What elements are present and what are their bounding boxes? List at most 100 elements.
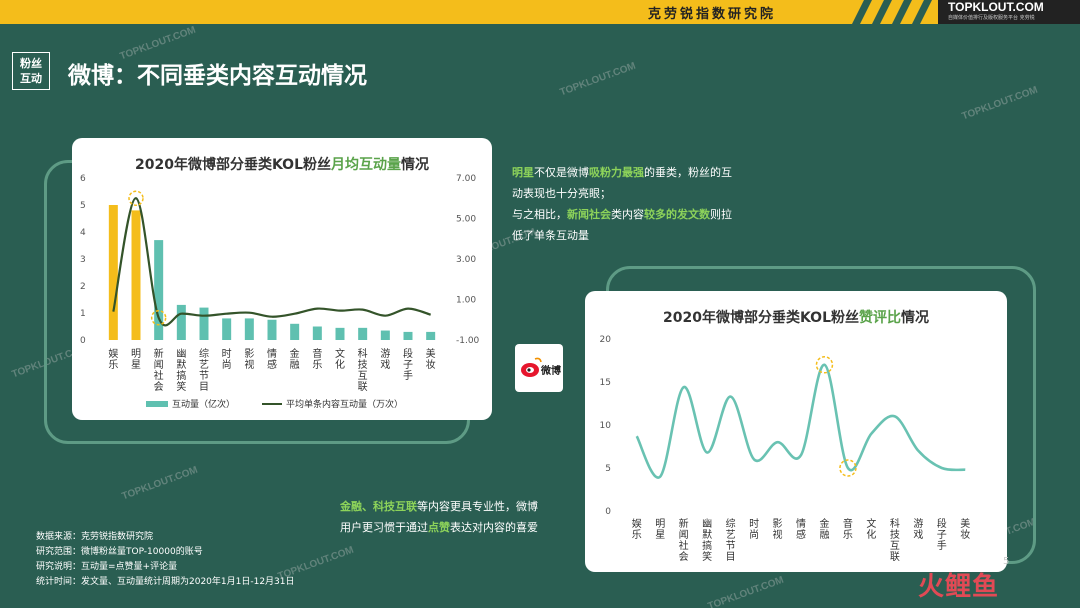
bar xyxy=(380,330,390,340)
meta-scope: 研究范围：微博粉丝量TOP-10000的账号 xyxy=(36,547,203,557)
x-tick-label: 美妆 xyxy=(960,517,970,541)
weibo-logo-text: 微博 xyxy=(540,364,561,377)
note-text: 表达对内容的喜爱 xyxy=(450,521,538,534)
x-tick-label: 音乐 xyxy=(843,517,853,541)
y-right-tick: 3.00 xyxy=(456,255,476,265)
y-tick: 0 xyxy=(605,507,611,517)
x-tick-label: 时尚 xyxy=(222,348,232,371)
note-bottom-line: 金融、科技互联等内容更具专业性，微博 xyxy=(340,496,590,517)
y-right-tick: 5.00 xyxy=(456,215,476,225)
highlight-circle xyxy=(128,190,144,206)
x-tick-label: 综艺节目 xyxy=(199,347,209,393)
y-left-tick: 1 xyxy=(80,309,86,319)
legend-bar-swatch xyxy=(146,401,168,407)
watermark: TOPKLOUT.COM xyxy=(558,60,638,99)
x-tick-label: 幽默搞笑 xyxy=(176,348,186,393)
note-bottom-line: 用户更习惯于通过点赞表达对内容的喜爱 xyxy=(340,517,590,538)
y-left-tick: 3 xyxy=(80,255,86,265)
x-tick-label: 段子手 xyxy=(937,517,947,552)
legend-line-label: 平均单条内容互动量（万次） xyxy=(286,398,403,410)
page-number: 5 xyxy=(1003,556,1010,567)
meta-info: 数据来源：克劳锐指数研究院 研究范围：微博粉丝量TOP-10000的账号 研究说… xyxy=(36,530,295,590)
org-name: 克劳锐指数研究院 xyxy=(648,7,777,22)
note-top-line: 低了单条互动量 xyxy=(512,225,782,246)
y-tick: 10 xyxy=(600,421,612,431)
left-chart-title: 2020年微博部分垂类KOL粉丝月均互动量情况 xyxy=(72,154,492,174)
page-title: 微博：不同垂类内容互动情况 xyxy=(68,63,367,89)
x-tick-label: 科技互联 xyxy=(358,347,368,393)
note-top-line: 明星不仅是微博吸粉力最强的垂类，粉丝的互 xyxy=(512,162,782,183)
highlight-text: 金融、科技互联 xyxy=(340,500,417,513)
badge-line2: 互动 xyxy=(20,72,42,85)
y-right-tick: -1.00 xyxy=(456,336,480,346)
x-tick-label: 新闻社会 xyxy=(154,347,164,393)
note-text: 用户更习惯于通过 xyxy=(340,521,428,534)
y-tick: 20 xyxy=(600,335,612,345)
note-text: 则拉 xyxy=(710,208,732,221)
x-tick-label: 影视 xyxy=(244,348,254,371)
x-tick-label: 幽默搞笑 xyxy=(702,518,712,563)
stripe-decoration xyxy=(852,0,932,24)
note-text: 类内容 xyxy=(611,208,644,221)
note-text: 动表现也十分亮眼； xyxy=(512,187,611,200)
x-tick-label: 美妆 xyxy=(426,347,436,371)
note-text: 与之相比， xyxy=(512,208,567,221)
x-tick-label: 情感 xyxy=(796,517,806,541)
highlight-text: 较多的发文数 xyxy=(644,208,710,221)
right-title-part2: 赞评比 xyxy=(859,310,901,326)
highlight-text: 明星 xyxy=(512,166,534,179)
topklout-logo: TOPKLOUT.COM 自媒体价值排行及版权服务平台 克劳锐 xyxy=(938,0,1080,24)
meta-definition: 研究说明：互动量=点赞量+评论量 xyxy=(36,562,178,572)
x-tick-label: 文化 xyxy=(866,517,876,541)
y-left-tick: 4 xyxy=(80,228,86,238)
note-top-line: 与之相比，新闻社会类内容较多的发文数则拉 xyxy=(512,204,782,225)
x-tick-label: 明星 xyxy=(655,518,665,541)
y-left-tick: 5 xyxy=(80,201,86,211)
x-tick-label: 娱乐 xyxy=(632,517,642,541)
bar xyxy=(403,331,413,340)
bar xyxy=(199,307,209,340)
x-tick-label: 影视 xyxy=(773,518,783,541)
right-chart-card: 2020年微博部分垂类KOL粉丝赞评比情况 0 5 10 15 20 娱乐 明星 新闻社会 幽默… xyxy=(585,291,1007,572)
note-top: 明星不仅是微博吸粉力最强的垂类，粉丝的互 动表现也十分亮眼； 与之相比，新闻社会… xyxy=(512,162,782,246)
logo-text: TOPKLOUT.COM xyxy=(948,0,1044,14)
y-left-tick: 0 xyxy=(80,336,86,346)
bar xyxy=(312,326,322,340)
bar xyxy=(131,210,141,340)
y-right-tick: 7.00 xyxy=(456,174,476,184)
legend-bar-label: 互动量（亿次） xyxy=(172,398,235,410)
x-tick-label: 娱乐 xyxy=(108,347,118,371)
badge-line1: 粉丝 xyxy=(20,57,42,70)
bar xyxy=(290,323,300,340)
note-text: 低了单条互动量 xyxy=(512,229,589,242)
bar xyxy=(426,331,436,340)
y-tick: 5 xyxy=(605,464,611,474)
bar xyxy=(154,240,164,340)
bar xyxy=(176,304,186,340)
meta-period: 统计时间：发文量、互动量统计周期为2020年1月1日-12月31日 xyxy=(36,577,295,587)
note-text: 不仅是微博 xyxy=(534,166,589,179)
highlight-circle xyxy=(150,309,167,326)
note-text: 的垂类，粉丝的互 xyxy=(644,166,732,179)
section-badge: 粉丝 互动 xyxy=(12,52,50,90)
right-title-part3: 情况 xyxy=(901,310,929,326)
highlight-text: 点赞 xyxy=(428,521,450,534)
left-title-part1: 2020年微博部分垂类KOL粉丝 xyxy=(134,157,331,173)
x-tick-label: 时尚 xyxy=(749,518,759,541)
highlight-text: 吸粉力最强 xyxy=(589,166,644,179)
top-bar: 克劳锐指数研究院 TOPKLOUT.COM 自媒体价值排行及版权服务平台 克劳锐 xyxy=(0,0,1080,24)
logo-subtext: 自媒体价值排行及版权服务平台 克劳锐 xyxy=(948,15,1035,21)
watermark: TOPKLOUT.COM xyxy=(960,84,1040,123)
x-tick-label: 新闻社会 xyxy=(679,517,689,563)
x-tick-label: 综艺节目 xyxy=(726,517,736,563)
bar xyxy=(244,318,254,340)
y-left-tick: 2 xyxy=(80,282,86,292)
x-tick-label: 科技互联 xyxy=(890,517,900,563)
bar xyxy=(267,319,277,340)
left-title-part2: 月均互动量 xyxy=(331,157,401,173)
x-tick-label: 段子手 xyxy=(403,347,413,382)
y-right-tick: 1.00 xyxy=(456,296,476,306)
x-tick-label: 游戏 xyxy=(380,347,390,371)
